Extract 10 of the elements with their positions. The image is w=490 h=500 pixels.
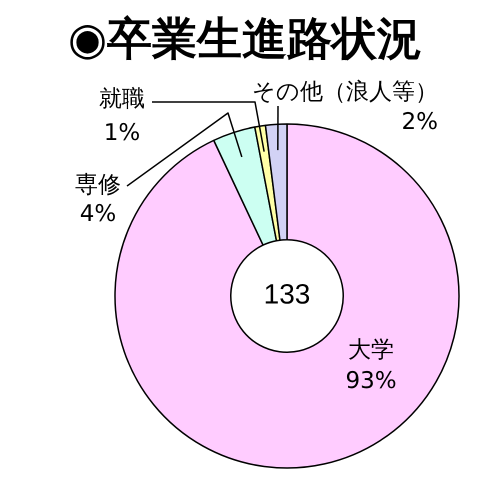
slice-label: 専修 bbox=[75, 172, 121, 198]
data-label: 1% bbox=[104, 120, 140, 146]
slice-label: その他（浪人等） bbox=[252, 78, 438, 105]
text: 133 bbox=[264, 278, 310, 310]
chart-title: ◉卒業生進路状況 bbox=[66, 12, 424, 65]
data-label: 93% bbox=[345, 368, 397, 394]
slice-label: 大学 bbox=[348, 336, 394, 363]
slice-label: 就職 bbox=[99, 86, 145, 112]
data-label: 2% bbox=[402, 108, 438, 135]
data-label: 4% bbox=[80, 200, 116, 227]
